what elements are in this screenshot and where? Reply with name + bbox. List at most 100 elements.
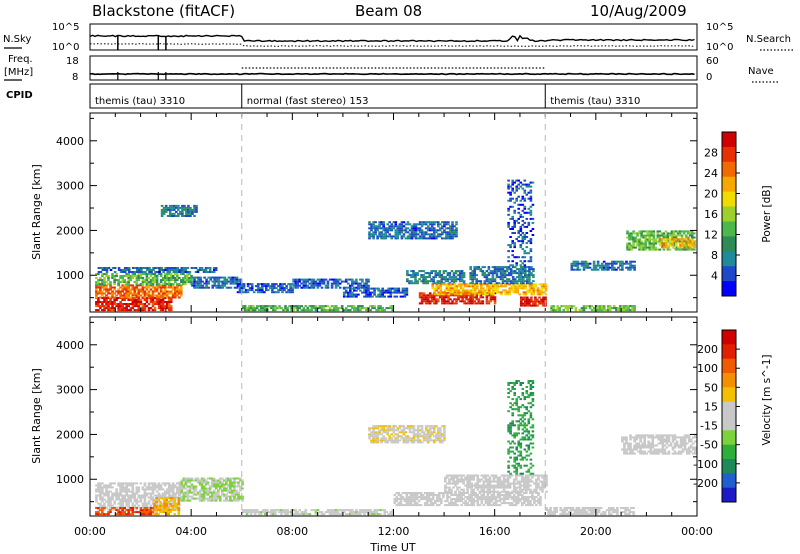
heatmap-cell: [443, 302, 446, 305]
heatmap-cell: [285, 285, 288, 288]
heatmap-cell: [97, 290, 100, 293]
heatmap-cell: [611, 307, 614, 310]
heatmap-cell: [471, 300, 474, 303]
heatmap-cell: [634, 238, 637, 241]
heatmap-cell: [97, 490, 100, 493]
heatmap-cell: [650, 244, 654, 247]
heatmap-cell: [107, 290, 110, 293]
heatmap-cell: [125, 286, 128, 289]
heatmap-cell: [625, 307, 628, 310]
heatmap-cell: [513, 209, 516, 212]
heatmap-cell: [617, 307, 620, 310]
heatmap-cell: [101, 294, 104, 297]
heatmap-cell: [163, 297, 167, 299]
heatmap-cell: [176, 508, 179, 511]
heatmap-cell: [494, 502, 498, 505]
heatmap-cell: [529, 211, 533, 214]
heatmap-cell: [422, 231, 426, 234]
heatmap-cell: [527, 498, 530, 501]
heatmap-cell: [481, 274, 485, 277]
heatmap-cell: [480, 498, 484, 501]
heatmap-cell: [330, 511, 334, 514]
heatmap-cell: [157, 492, 161, 495]
heatmap-cell: [153, 494, 157, 497]
heatmap-cell: [566, 307, 570, 310]
heatmap-cell: [193, 208, 196, 211]
heatmap-cell: [663, 244, 666, 247]
heatmap-cell: [141, 511, 145, 514]
heatmap-cell: [445, 302, 448, 305]
heatmap-cell: [472, 494, 475, 496]
heatmap-cell: [212, 485, 216, 488]
heatmap-cell: [318, 284, 322, 287]
heatmap-cell: [197, 286, 200, 289]
heatmap-cell: [155, 294, 159, 297]
heatmap-cell: [238, 287, 242, 290]
heatmap-cell: [119, 500, 122, 503]
heatmap-cell: [180, 292, 183, 295]
heatmap-cell: [485, 278, 489, 281]
heatmap-cell: [532, 302, 535, 305]
heatmap-cell: [498, 480, 502, 483]
heatmap-cell: [274, 511, 277, 514]
heatmap-cell: [506, 478, 510, 481]
heatmap-cell: [161, 482, 165, 485]
heatmap-cell: [511, 282, 515, 285]
heatmap-cell: [129, 296, 133, 299]
heatmap-cell: [426, 272, 429, 275]
heatmap-cell: [159, 299, 163, 301]
heatmap-cell: [99, 286, 102, 289]
heatmap-cell: [210, 499, 214, 502]
heatmap-cell: [502, 494, 506, 496]
heatmap-cell: [171, 283, 175, 286]
heatmap-cell: [511, 189, 514, 192]
heatmap-cell: [292, 513, 295, 516]
heatmap-cell: [395, 289, 399, 292]
heatmap-cell: [514, 474, 518, 477]
heatmap-cell: [490, 484, 494, 487]
heatmap-cell: [650, 242, 654, 245]
heatmap-cell: [265, 285, 268, 288]
heatmap-cell: [501, 270, 505, 273]
heatmap-cell: [492, 492, 496, 494]
heatmap-cell: [468, 486, 471, 489]
heatmap-cell: [527, 496, 530, 499]
heatmap-cell: [204, 271, 208, 273]
heatmap-cell: [105, 506, 108, 509]
heatmap-cell: [454, 476, 457, 479]
heatmap-cell: [520, 287, 524, 290]
heatmap-cell: [444, 504, 447, 507]
heatmap-cell: [206, 493, 210, 496]
heatmap-cell: [127, 513, 130, 516]
heatmap-cell: [169, 277, 173, 279]
heatmap-cell: [125, 486, 128, 489]
heatmap-cell: [507, 272, 511, 275]
heatmap-cell: [414, 274, 417, 277]
heatmap-cell: [472, 490, 475, 493]
heatmap-cell: [462, 274, 466, 277]
heatmap-cell: [494, 289, 497, 292]
heatmap-cell: [111, 290, 114, 293]
heatmap-cell: [670, 236, 674, 239]
heatmap-cell: [517, 179, 520, 182]
heatmap-cell: [111, 305, 114, 308]
heatmap-cell: [428, 296, 432, 299]
heatmap-cell: [131, 305, 135, 308]
heatmap-cell: [288, 511, 291, 514]
nsky-left-bottom: 10^0: [52, 42, 79, 53]
heatmap-cell: [280, 509, 283, 512]
heatmap-cell: [539, 474, 542, 477]
heatmap-cell: [596, 260, 600, 263]
heatmap-cell: [304, 305, 308, 308]
heatmap-cell: [107, 500, 110, 503]
heatmap-cell: [633, 264, 636, 267]
heatmap-cell: [147, 488, 151, 491]
heatmap-cell: [490, 283, 493, 286]
heatmap-cell: [115, 513, 118, 516]
heatmap-cell: [438, 492, 441, 494]
heatmap-cell: [171, 505, 174, 507]
heatmap-cell: [111, 307, 114, 310]
heatmap-cell: [111, 492, 114, 495]
heatmap-cell: [95, 288, 98, 291]
heatmap-cell: [213, 278, 216, 281]
